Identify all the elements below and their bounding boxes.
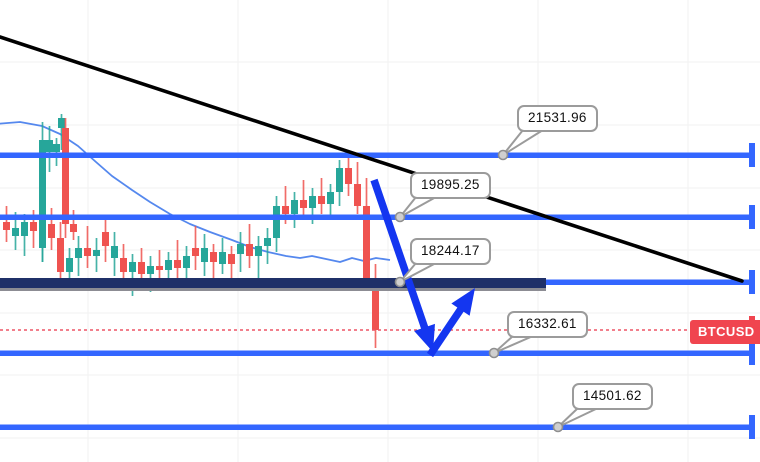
symbol-badge[interactable]: BTCUSD xyxy=(690,320,760,344)
callout-18244[interactable]: 18244.17 xyxy=(410,238,491,265)
callout-19895[interactable]: 19895.25 xyxy=(410,172,491,199)
callout-21531[interactable]: 21531.96 xyxy=(517,105,598,132)
descending-trendline xyxy=(0,35,744,283)
callout-14501[interactable]: 14501.62 xyxy=(572,383,653,410)
callout-16332[interactable]: 16332.61 xyxy=(507,311,588,338)
support-band xyxy=(0,278,546,291)
moving-average-line xyxy=(0,121,391,263)
projection-arrows xyxy=(370,178,475,358)
